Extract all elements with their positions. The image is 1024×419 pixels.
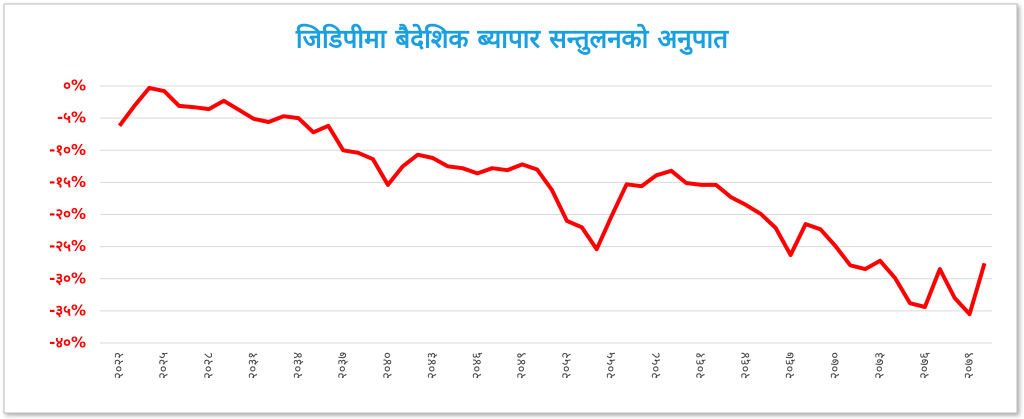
x-tick-label: २०६४ bbox=[738, 352, 753, 379]
y-tick-label: -१०% bbox=[49, 141, 86, 159]
y-tick-label: -५% bbox=[57, 109, 86, 127]
x-tick-label: २०३४ bbox=[291, 352, 306, 379]
y-tick-label: -२०% bbox=[49, 205, 86, 223]
x-tick-label: २०६१ bbox=[694, 352, 709, 379]
x-tick-label: २०३१ bbox=[246, 352, 261, 379]
x-tick-label: २०२२ bbox=[112, 352, 127, 379]
y-tick-label: -२५% bbox=[49, 237, 86, 255]
chart-title: जिडिपीमा बैदेशिक ब्यापार सन्तुलनको अनुपा… bbox=[295, 24, 729, 56]
x-tick-label: २०४३ bbox=[425, 352, 440, 379]
x-tick-label: २०४६ bbox=[470, 352, 485, 379]
x-tick-label: २०५२ bbox=[559, 352, 574, 379]
x-tick-label: २०७९ bbox=[962, 352, 977, 379]
y-tick-label: ०% bbox=[63, 77, 86, 95]
chart-frame bbox=[3, 3, 1018, 414]
y-tick-label: -१५% bbox=[49, 173, 86, 191]
x-tick-label: २०४९ bbox=[515, 352, 530, 379]
y-tick-label: -३५% bbox=[49, 301, 86, 319]
x-tick-label: २०७० bbox=[828, 352, 843, 379]
x-tick-label: २०५५ bbox=[604, 352, 619, 379]
data-line bbox=[117, 85, 987, 317]
y-tick-label: -४०% bbox=[49, 334, 86, 352]
y-tick-label: -३०% bbox=[49, 269, 86, 287]
x-tick-label: २०३७ bbox=[336, 352, 351, 379]
x-tick-label: २०२५ bbox=[157, 352, 172, 379]
x-tick-label: २०७३ bbox=[873, 352, 888, 379]
x-tick-label: २०२८ bbox=[201, 352, 216, 379]
x-tick-label: २०४० bbox=[380, 352, 395, 379]
x-tick-label: २०५८ bbox=[649, 352, 664, 379]
x-tick-label: २०७६ bbox=[917, 352, 932, 379]
x-tick-label: २०६७ bbox=[783, 352, 798, 379]
